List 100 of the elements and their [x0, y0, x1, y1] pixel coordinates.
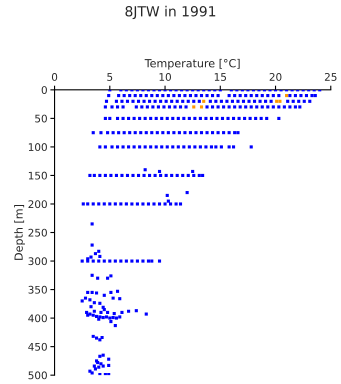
point: [102, 259, 106, 263]
point: [275, 100, 278, 103]
y-tick-label: 350: [28, 286, 47, 294]
point: [144, 131, 148, 134]
point: [108, 202, 112, 206]
point: [228, 131, 231, 134]
point: [162, 105, 166, 109]
x-tick-label: 0: [52, 73, 58, 81]
point: [98, 145, 102, 148]
point: [220, 116, 224, 120]
point: [236, 100, 240, 103]
y-tick-label: 500: [28, 371, 47, 380]
point: [200, 105, 204, 109]
point: [216, 105, 220, 109]
point: [132, 145, 136, 148]
point: [142, 174, 146, 178]
point: [158, 202, 162, 206]
point: [250, 94, 253, 98]
point: [166, 94, 170, 98]
y-tick-label: 250: [28, 228, 47, 237]
point: [292, 100, 295, 103]
point: [304, 94, 308, 98]
point: [302, 100, 306, 103]
point: [198, 145, 202, 148]
point: [243, 116, 246, 120]
point: [247, 100, 251, 103]
point: [252, 100, 256, 103]
point: [232, 145, 236, 148]
y-tick-label: 450: [28, 342, 47, 351]
point: [205, 105, 209, 109]
point: [148, 174, 152, 178]
point: [188, 94, 192, 98]
point: [161, 131, 164, 134]
point: [104, 105, 107, 109]
point: [178, 94, 181, 98]
point: [173, 105, 177, 109]
point: [205, 131, 209, 134]
point: [285, 94, 288, 98]
point: [186, 174, 190, 178]
point: [116, 105, 120, 109]
point: [102, 202, 106, 206]
point: [264, 100, 268, 103]
point: [92, 131, 95, 134]
point: [260, 116, 263, 120]
point: [156, 105, 160, 109]
point: [136, 100, 140, 103]
point: [200, 131, 204, 134]
point: [128, 94, 132, 98]
point: [168, 105, 172, 109]
point: [97, 202, 100, 206]
point: [127, 116, 130, 120]
point: [161, 94, 164, 98]
point: [119, 259, 122, 263]
point: [183, 131, 186, 134]
point: [119, 202, 122, 206]
point: [210, 145, 213, 148]
point: [171, 116, 174, 120]
point: [114, 174, 118, 178]
point: [164, 100, 168, 103]
point: [109, 174, 112, 178]
point: [122, 116, 125, 120]
x-tick-label: 10: [160, 73, 171, 81]
point: [233, 105, 236, 109]
point: [183, 94, 186, 98]
point: [126, 174, 130, 178]
point: [186, 100, 190, 103]
point: [178, 131, 181, 134]
point: [233, 131, 236, 134]
point: [216, 94, 220, 98]
point: [99, 131, 103, 134]
point: [154, 174, 157, 178]
point: [277, 94, 280, 98]
point: [139, 131, 142, 134]
point: [248, 116, 252, 120]
point: [149, 145, 152, 148]
point: [250, 145, 253, 148]
y-tick-label: 400: [28, 314, 47, 322]
point: [120, 100, 124, 103]
point: [204, 145, 208, 148]
point: [278, 100, 282, 103]
point: [127, 145, 130, 148]
point: [80, 259, 84, 263]
x-axis-title: Temperature [°C]: [144, 58, 240, 70]
point: [215, 116, 219, 120]
point: [198, 100, 201, 103]
point: [176, 116, 180, 120]
point: [126, 100, 130, 103]
point: [116, 145, 120, 148]
point: [272, 94, 275, 98]
point: [178, 105, 182, 109]
point: [193, 116, 196, 120]
point: [214, 100, 218, 103]
point: [117, 131, 120, 134]
point: [107, 94, 110, 98]
point: [182, 116, 186, 120]
point: [110, 105, 114, 109]
point: [198, 174, 201, 178]
point: [132, 116, 136, 120]
point: [122, 145, 125, 148]
point: [159, 100, 162, 103]
